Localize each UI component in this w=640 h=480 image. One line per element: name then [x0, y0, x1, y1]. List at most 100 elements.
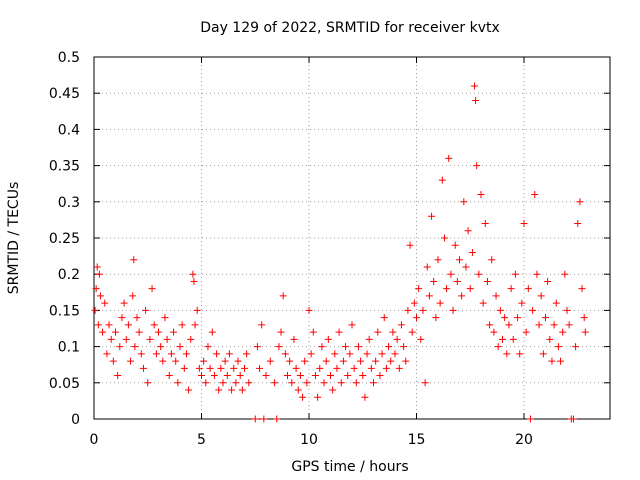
data-point [389, 328, 397, 336]
data-point [305, 306, 313, 314]
x-tick-labels: 0 5 10 15 20 [90, 432, 533, 448]
data-point [327, 372, 334, 380]
data-point [243, 350, 251, 358]
data-point [445, 154, 453, 162]
data-point [105, 321, 113, 329]
data-point [419, 306, 427, 314]
data-point [329, 386, 337, 394]
x-tick-label: 15 [408, 432, 426, 448]
data-point [120, 299, 128, 307]
data-point [436, 299, 444, 307]
data-point [228, 386, 236, 394]
data-point [417, 335, 425, 343]
data-point [464, 227, 472, 235]
data-point [103, 350, 111, 358]
data-point [391, 350, 399, 358]
data-point [290, 335, 298, 343]
data-point [576, 198, 584, 206]
data-point [387, 357, 395, 365]
data-point [109, 357, 117, 365]
data-point [133, 314, 141, 322]
data-point [339, 357, 347, 365]
data-point [449, 306, 457, 314]
data-point [142, 306, 150, 314]
data-point [112, 328, 119, 336]
x-tick-label: 0 [90, 432, 99, 448]
data-point [526, 415, 534, 423]
data-point [172, 357, 180, 365]
data-point [114, 372, 122, 380]
data-point [260, 415, 268, 423]
data-point [365, 335, 373, 343]
data-point [213, 350, 221, 358]
data-point [382, 364, 390, 372]
data-point [486, 321, 494, 329]
data-point [155, 328, 162, 336]
data-point [303, 379, 311, 387]
data-point [225, 350, 233, 358]
data-point [542, 314, 549, 322]
data-point [335, 328, 343, 336]
data-point [245, 379, 253, 387]
data-point [357, 357, 365, 365]
x-tick-label: 5 [197, 432, 206, 448]
data-point [101, 299, 109, 307]
data-point [190, 277, 198, 285]
axes [93, 56, 611, 420]
data-point [413, 314, 420, 322]
data-point [159, 357, 167, 365]
data-point [456, 256, 463, 264]
data-point [350, 364, 358, 372]
data-point [191, 321, 199, 329]
data-point [535, 321, 543, 329]
data-point [581, 328, 589, 336]
data-point [152, 350, 160, 358]
data-point [580, 314, 588, 322]
data-point [322, 357, 330, 365]
data-point [348, 321, 356, 329]
data-point [554, 343, 562, 351]
data-point [552, 299, 560, 307]
data-point [307, 350, 315, 358]
data-point [230, 364, 238, 372]
data-point [548, 357, 556, 365]
data-point [354, 343, 362, 351]
data-point [395, 364, 403, 372]
data-point [208, 328, 216, 336]
data-point [466, 285, 474, 293]
data-point [561, 270, 569, 278]
data-point [511, 270, 519, 278]
data-point [316, 364, 324, 372]
data-point [195, 364, 203, 372]
data-point [127, 357, 135, 365]
data-point [374, 328, 382, 336]
data-point [200, 357, 208, 365]
x-tick-label: 20 [515, 432, 533, 448]
data-point [314, 393, 322, 401]
data-point [372, 357, 380, 365]
data-point [408, 328, 416, 336]
data-point [550, 321, 558, 329]
data-point [458, 292, 466, 300]
data-point [185, 386, 193, 394]
data-point [507, 285, 515, 293]
data-point [292, 364, 300, 372]
y-tick-label: 0.25 [49, 231, 80, 247]
plot-frame [93, 56, 611, 420]
data-point [539, 350, 547, 358]
data-point [288, 379, 296, 387]
data-point [563, 306, 571, 314]
data-point [477, 191, 485, 199]
data-point [546, 335, 554, 343]
data-point [415, 285, 423, 293]
data-point [99, 328, 107, 336]
data-point [479, 299, 487, 307]
data-point [404, 306, 412, 314]
data-point [258, 321, 266, 329]
data-point [342, 343, 350, 351]
data-point [363, 350, 371, 358]
data-point [522, 328, 530, 336]
data-point [165, 372, 173, 380]
data-point [202, 379, 210, 387]
